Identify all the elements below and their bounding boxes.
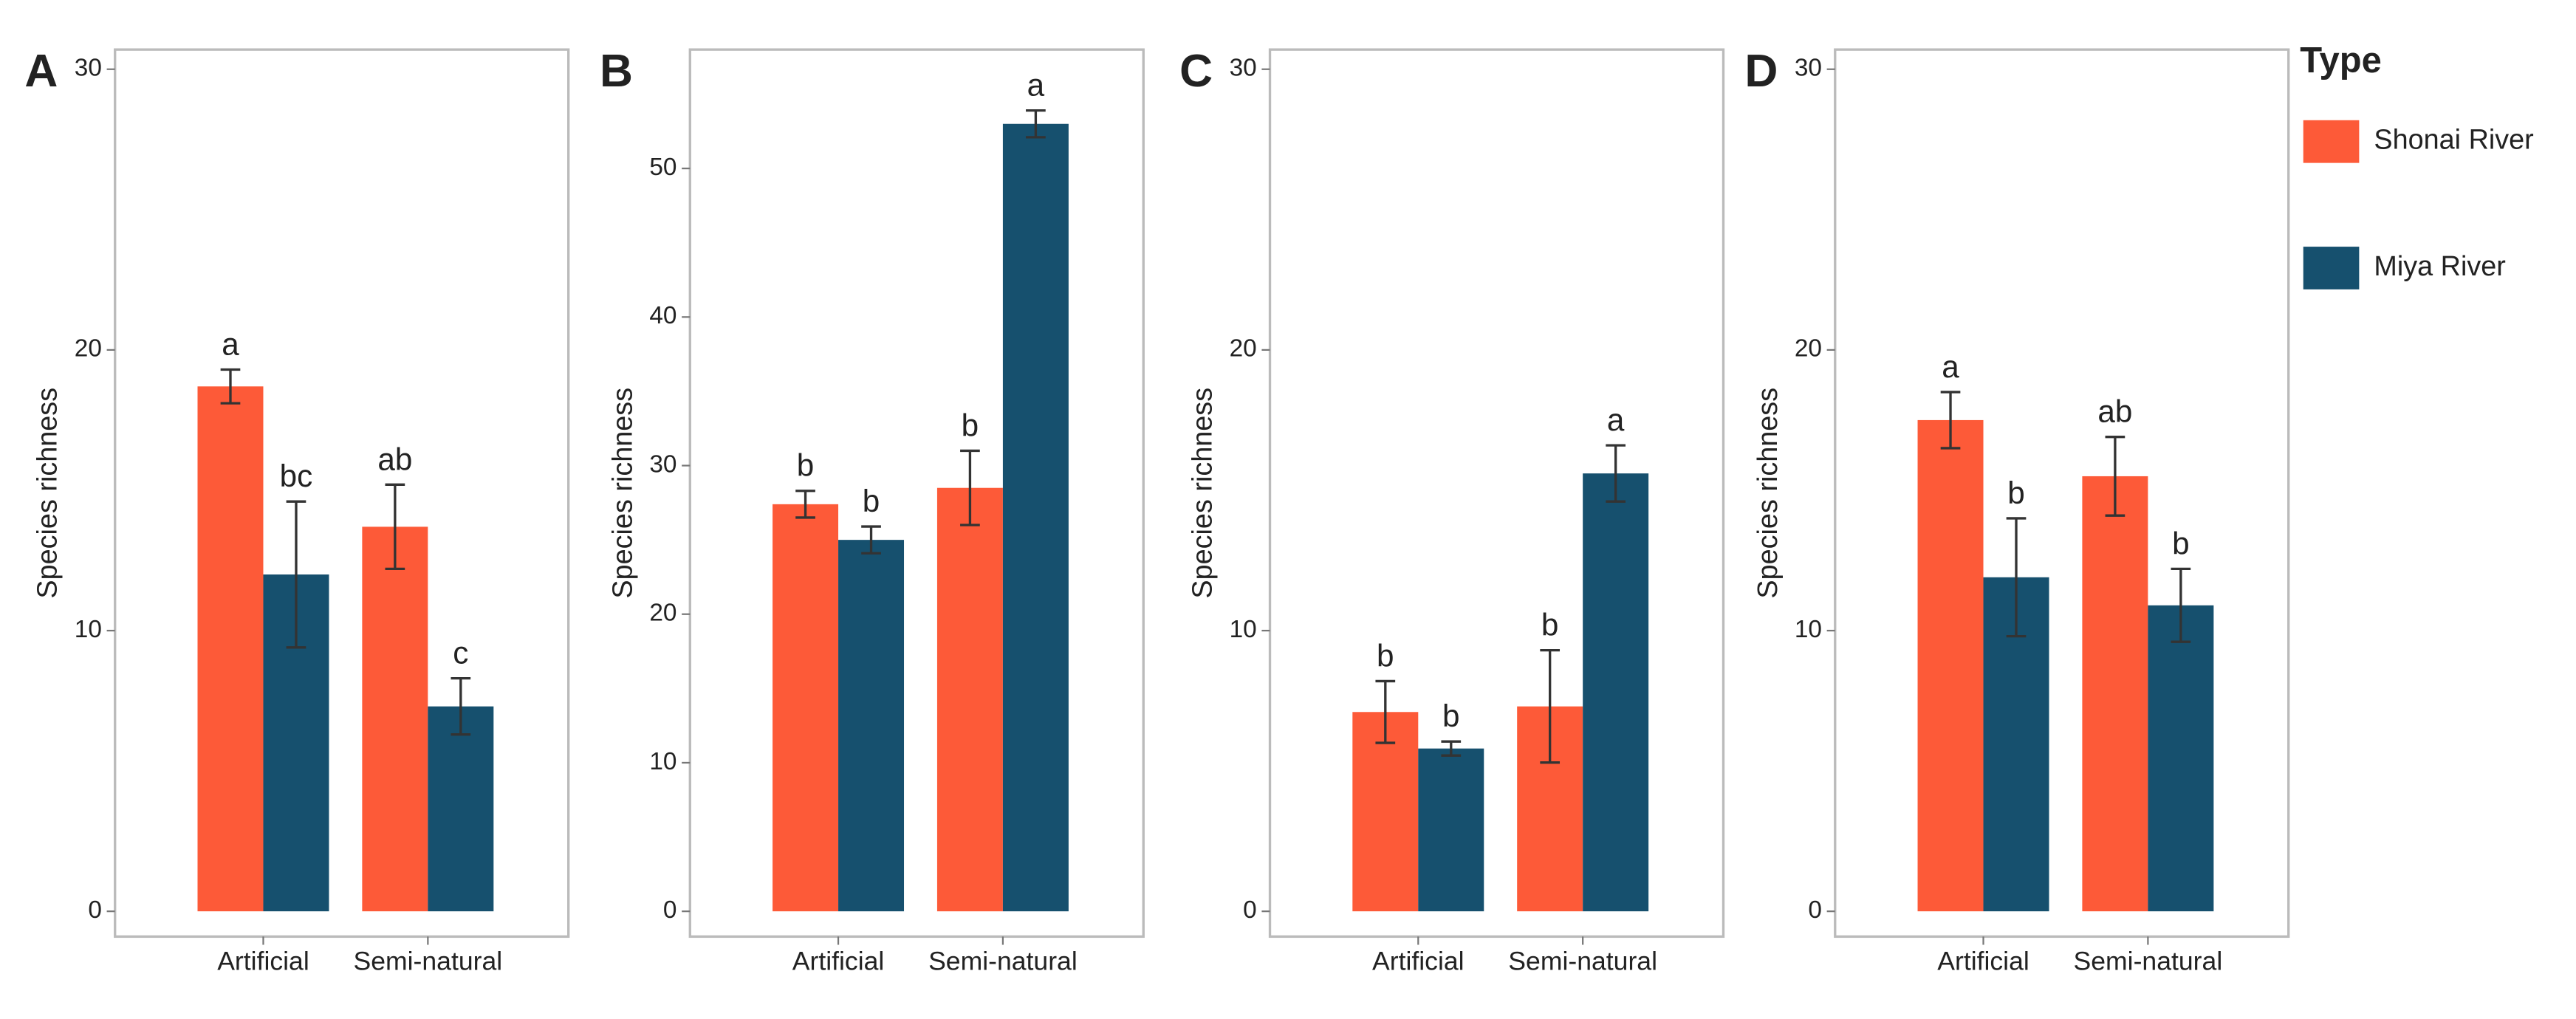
y-tick-label: 30: [649, 450, 676, 478]
panel-label: D: [1744, 46, 1778, 97]
bar: [936, 487, 1003, 912]
legend-swatch: [2303, 247, 2360, 289]
panel-frame: [1268, 48, 1725, 939]
y-tick-label: 20: [75, 335, 102, 363]
y-tick-label: 0: [663, 896, 677, 924]
x-tick-label: Semi-natural: [928, 946, 1078, 975]
error-bar: [1026, 109, 1046, 139]
significance-letter: a: [1607, 402, 1625, 437]
significance-letter: b: [863, 484, 880, 518]
significance-letter: b: [1377, 638, 1394, 673]
error-bar: [451, 676, 471, 736]
y-tick-label: 50: [649, 154, 676, 181]
y-tick-label: 0: [1243, 896, 1257, 924]
significance-letter: b: [1541, 608, 1559, 642]
bar: [362, 526, 428, 912]
y-tick-label: 0: [88, 896, 102, 924]
legend-title: Type: [2300, 41, 2382, 80]
significance-letter: ab: [377, 442, 412, 476]
bar: [2148, 605, 2214, 912]
error-bar: [1540, 648, 1561, 764]
panel-frame: [688, 48, 1145, 939]
bar: [1917, 419, 1984, 912]
panel-frame: [114, 48, 570, 939]
panel-label: B: [600, 46, 633, 97]
error-bar: [2006, 517, 2027, 638]
bar: [773, 504, 839, 912]
significance-letter: bc: [280, 459, 313, 493]
bar: [428, 706, 494, 912]
x-tick-label: Semi-natural: [353, 946, 502, 975]
bar: [197, 386, 264, 912]
y-axis-label: Species richness: [607, 388, 638, 599]
bar: [1002, 123, 1069, 912]
y-tick-label: 30: [1795, 55, 1822, 82]
x-tick-label: Semi-natural: [1508, 946, 1657, 975]
error-bar: [1940, 391, 1961, 450]
significance-letter: a: [1027, 68, 1045, 103]
error-bar: [2171, 567, 2191, 643]
y-axis-label: Species richness: [1753, 388, 1784, 599]
y-tick-label: 10: [649, 748, 676, 775]
legend-label: Shonai River: [2374, 125, 2533, 156]
legend-swatch: [2303, 120, 2360, 163]
y-tick-label: 10: [1795, 616, 1822, 643]
error-bar: [2105, 436, 2125, 517]
bar: [2082, 476, 2148, 912]
x-tick-label: Artificial: [792, 946, 885, 975]
error-bar: [286, 500, 306, 649]
significance-letter: b: [962, 408, 979, 442]
bar: [838, 540, 905, 912]
bar: [1352, 712, 1419, 912]
x-tick-label: Artificial: [1937, 946, 2029, 975]
error-bar: [1375, 679, 1396, 744]
error-bar: [861, 525, 881, 555]
significance-letter: a: [1942, 349, 1959, 384]
error-bar: [1441, 740, 1462, 757]
error-bar: [385, 483, 405, 571]
y-tick-label: 20: [1795, 335, 1822, 363]
y-tick-label: 10: [1230, 616, 1257, 643]
legend-label: Miya River: [2374, 251, 2506, 282]
error-bar: [220, 368, 241, 405]
error-bar: [795, 490, 815, 519]
y-tick-label: 10: [75, 616, 102, 643]
y-tick-label: 0: [1808, 896, 1822, 924]
y-tick-label: 20: [649, 600, 676, 627]
significance-letter: b: [1442, 699, 1459, 733]
significance-letter: b: [2007, 476, 2025, 510]
significance-letter: c: [453, 636, 468, 670]
significance-letter: ab: [2097, 394, 2132, 429]
y-axis-label: Species richness: [32, 388, 64, 599]
panel-frame: [1834, 48, 2290, 939]
x-tick-label: Artificial: [1372, 946, 1465, 975]
y-tick-label: 40: [649, 302, 676, 329]
y-axis-label: Species richness: [1188, 388, 1219, 599]
x-tick-label: Semi-natural: [2074, 946, 2223, 975]
significance-letter: a: [222, 327, 239, 362]
error-bar: [960, 449, 980, 526]
bar: [1418, 748, 1484, 912]
y-tick-label: 30: [1230, 55, 1257, 82]
x-tick-label: Artificial: [217, 946, 309, 975]
panel-label: C: [1179, 46, 1213, 97]
y-tick-label: 30: [75, 55, 102, 82]
y-tick-label: 20: [1230, 335, 1257, 363]
bar: [1583, 473, 1649, 912]
error-bar: [1606, 444, 1626, 503]
significance-letter: b: [2172, 526, 2190, 560]
panel-label: A: [24, 46, 58, 97]
significance-letter: b: [797, 448, 814, 483]
